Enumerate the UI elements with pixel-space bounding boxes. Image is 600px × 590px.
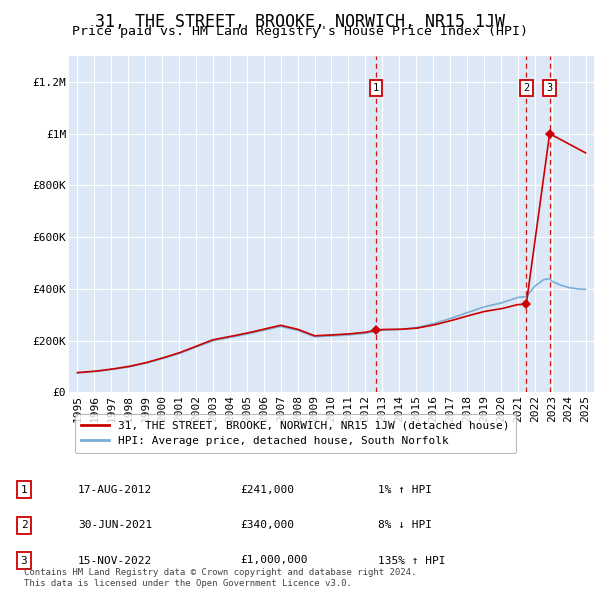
Text: 1: 1 [20, 485, 28, 494]
Text: 2: 2 [523, 83, 529, 93]
Text: 17-AUG-2012: 17-AUG-2012 [78, 485, 152, 494]
Text: 8% ↓ HPI: 8% ↓ HPI [378, 520, 432, 530]
Legend: 31, THE STREET, BROOKE, NORWICH, NR15 1JW (detached house), HPI: Average price, : 31, THE STREET, BROOKE, NORWICH, NR15 1J… [74, 414, 516, 453]
Text: 2: 2 [20, 520, 28, 530]
Text: 135% ↑ HPI: 135% ↑ HPI [378, 556, 445, 565]
Text: 31, THE STREET, BROOKE, NORWICH, NR15 1JW: 31, THE STREET, BROOKE, NORWICH, NR15 1J… [95, 13, 505, 31]
Text: £241,000: £241,000 [240, 485, 294, 494]
Text: 3: 3 [20, 556, 28, 565]
Text: 1% ↑ HPI: 1% ↑ HPI [378, 485, 432, 494]
Text: 3: 3 [547, 83, 553, 93]
Text: 30-JUN-2021: 30-JUN-2021 [78, 520, 152, 530]
Text: 1: 1 [373, 83, 379, 93]
Text: £1,000,000: £1,000,000 [240, 556, 308, 565]
Text: Contains HM Land Registry data © Crown copyright and database right 2024.
This d: Contains HM Land Registry data © Crown c… [24, 568, 416, 588]
Text: £340,000: £340,000 [240, 520, 294, 530]
Text: Price paid vs. HM Land Registry's House Price Index (HPI): Price paid vs. HM Land Registry's House … [72, 25, 528, 38]
Text: 15-NOV-2022: 15-NOV-2022 [78, 556, 152, 565]
